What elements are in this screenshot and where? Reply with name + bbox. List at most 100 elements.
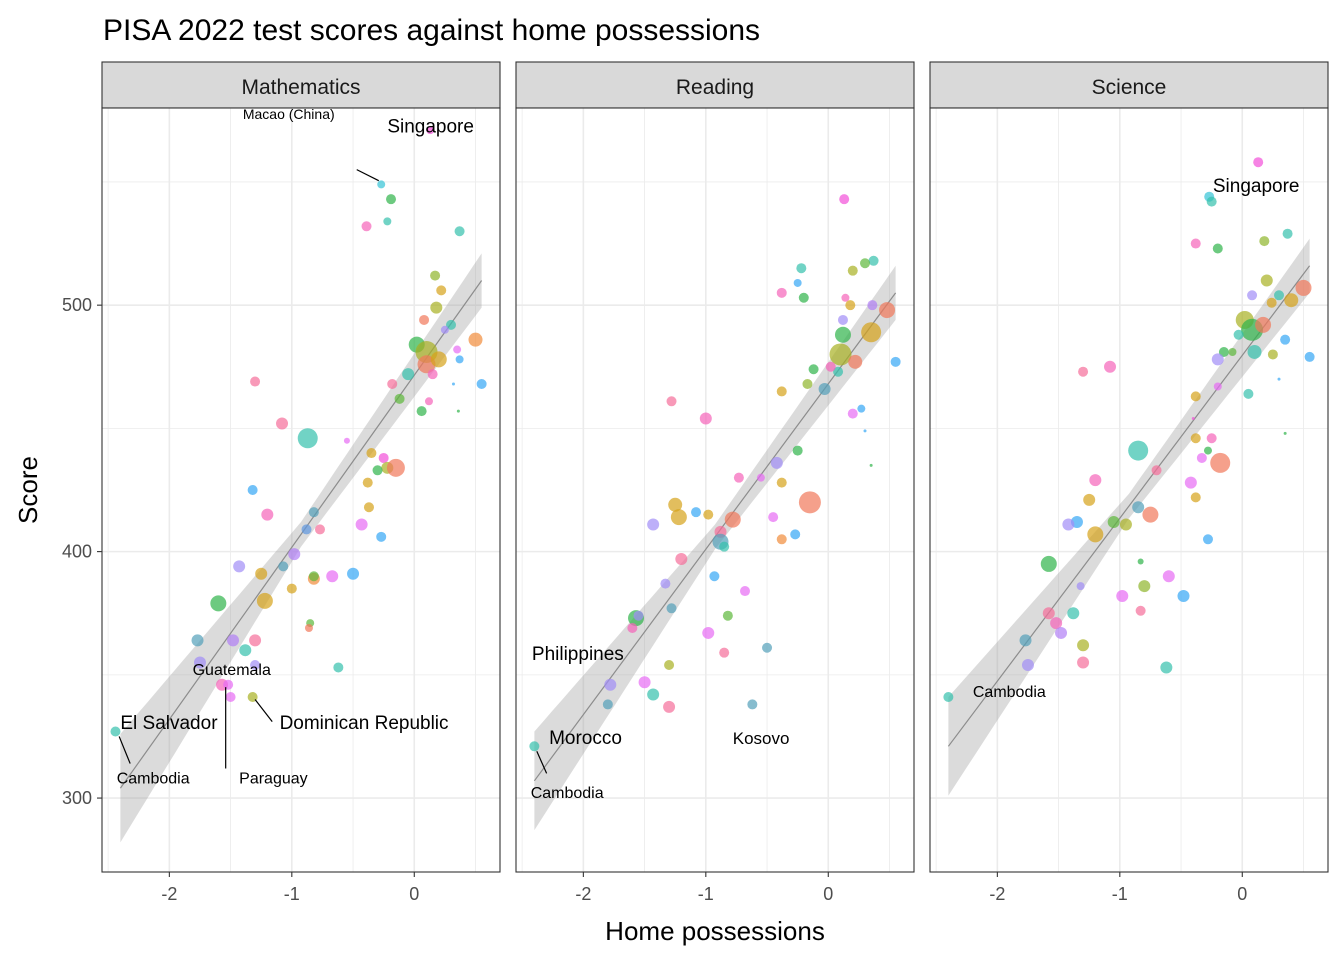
data-point xyxy=(387,379,398,390)
confidence-band xyxy=(534,265,896,831)
data-point xyxy=(1042,607,1055,620)
data-point xyxy=(770,456,783,469)
data-point xyxy=(837,314,848,325)
data-point xyxy=(802,379,813,390)
point-label: Macao (China) xyxy=(243,106,335,122)
data-point xyxy=(1142,506,1159,523)
data-point xyxy=(314,524,325,535)
data-point xyxy=(839,194,850,205)
data-point xyxy=(308,571,319,582)
data-point xyxy=(879,302,896,319)
point-label: Guatemala xyxy=(193,662,271,679)
data-point xyxy=(386,458,405,477)
data-point xyxy=(476,379,487,390)
data-point xyxy=(776,287,787,298)
chart-title: PISA 2022 test scores against home posse… xyxy=(103,14,760,47)
data-point xyxy=(1203,446,1212,455)
data-point xyxy=(454,226,465,237)
data-point xyxy=(1128,440,1149,461)
data-point xyxy=(796,263,807,274)
data-point xyxy=(191,634,204,647)
data-point xyxy=(1132,501,1145,514)
data-point xyxy=(430,301,443,314)
data-point xyxy=(719,541,730,552)
data-point xyxy=(747,699,758,710)
data-point xyxy=(798,491,821,514)
data-point xyxy=(703,509,714,520)
data-point xyxy=(210,595,227,612)
data-point xyxy=(1021,658,1034,671)
data-point xyxy=(297,428,318,449)
data-point xyxy=(288,548,301,561)
data-point xyxy=(1211,353,1224,366)
data-point xyxy=(1184,476,1197,489)
x-tick-label: -1 xyxy=(284,884,300,904)
data-point xyxy=(1259,236,1270,247)
data-point xyxy=(660,578,671,589)
data-point xyxy=(869,463,873,467)
y-tick-label: 400 xyxy=(62,542,92,562)
point-label: Morocco xyxy=(549,728,622,749)
point-label: Cambodia xyxy=(117,770,190,787)
point-label: Singapore xyxy=(387,117,474,138)
data-point xyxy=(394,393,405,404)
data-point xyxy=(1304,351,1315,362)
data-point xyxy=(1050,617,1063,630)
data-point xyxy=(733,472,744,483)
data-point xyxy=(1078,366,1089,377)
data-point xyxy=(1243,388,1254,399)
data-point xyxy=(857,404,866,413)
data-point xyxy=(1190,238,1201,249)
data-point xyxy=(1190,391,1201,402)
data-point xyxy=(664,659,675,670)
data-point xyxy=(847,408,858,419)
strip-background xyxy=(515,61,915,109)
data-point xyxy=(427,369,438,380)
data-point xyxy=(276,417,289,430)
x-axis-title: Home possessions xyxy=(605,916,825,946)
data-point xyxy=(430,351,447,368)
data-point xyxy=(416,406,427,417)
data-point xyxy=(355,518,368,531)
data-point xyxy=(247,485,258,495)
label-leader-line xyxy=(118,736,131,764)
data-point xyxy=(1260,274,1273,287)
data-point xyxy=(666,603,677,614)
data-point xyxy=(793,278,802,287)
point-label: Cambodia xyxy=(531,785,604,802)
data-point xyxy=(1116,589,1129,602)
point-label: Singapore xyxy=(1213,176,1300,197)
data-point xyxy=(868,255,879,266)
data-point xyxy=(699,412,712,425)
confidence-band xyxy=(120,253,482,843)
data-point xyxy=(861,322,882,343)
data-point xyxy=(1177,589,1190,602)
data-point xyxy=(860,258,871,269)
data-point xyxy=(724,511,741,528)
data-point xyxy=(1191,417,1195,421)
data-point xyxy=(722,610,733,621)
data-point xyxy=(1295,279,1312,296)
data-point xyxy=(227,634,240,647)
data-point xyxy=(663,700,676,713)
data-point xyxy=(426,126,435,135)
data-point xyxy=(762,642,773,653)
data-point xyxy=(863,429,867,433)
data-point xyxy=(193,656,206,669)
data-point xyxy=(233,560,246,573)
data-point xyxy=(675,553,688,566)
data-point xyxy=(383,217,392,226)
data-point xyxy=(847,265,858,276)
label-leader-line xyxy=(356,169,380,182)
y-axis-title: Score xyxy=(13,456,43,524)
data-point xyxy=(1077,639,1090,652)
strip-label: Science xyxy=(1092,76,1167,99)
data-point xyxy=(250,659,261,670)
data-point xyxy=(776,534,787,545)
data-point xyxy=(440,325,449,334)
panel-reading: Reading Philippines Morocco Kosovo Cambodia -… xyxy=(515,61,915,904)
data-point xyxy=(249,634,262,647)
data-point xyxy=(424,397,433,406)
strip-background xyxy=(929,61,1329,109)
